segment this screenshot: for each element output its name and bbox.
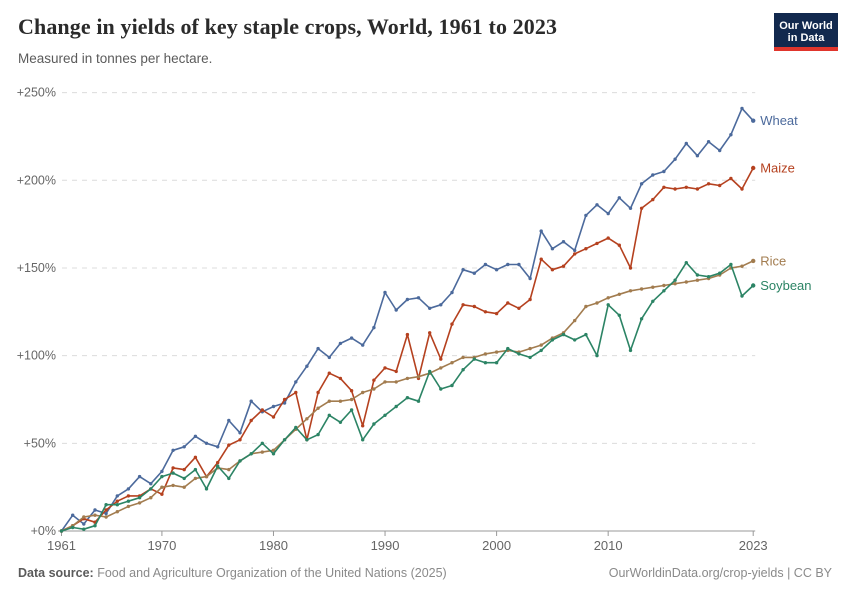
data-source-label: Data source: [18, 566, 94, 580]
data-source: Data source: Food and Agriculture Organi… [18, 566, 447, 580]
series-label-wheat[interactable]: Wheat [760, 113, 798, 128]
footer-credits: OurWorldinData.org/crop-yields | CC BY [609, 566, 832, 580]
x-axis-tick-label: 1980 [259, 538, 288, 553]
y-axis-tick-label: +0% [31, 524, 56, 538]
owid-url-link[interactable]: OurWorldinData.org/crop-yields [608, 566, 784, 580]
endpoint-wheat [751, 118, 756, 123]
x-axis-tick-label: 1970 [147, 538, 176, 553]
y-axis-tick-label: +100% [17, 349, 56, 363]
footer-separator: | [783, 566, 794, 580]
endpoint-soybean [751, 283, 756, 288]
markers-rice [59, 259, 755, 533]
markers-maize [59, 166, 755, 533]
y-axis-tick-label: +50% [24, 436, 56, 450]
logo-accent-bar [774, 47, 838, 51]
endpoint-maize [751, 165, 756, 171]
chart-footer: Data source: Food and Agriculture Organi… [18, 566, 832, 580]
series-label-soybean[interactable]: Soybean [760, 278, 811, 293]
line-maize[interactable] [60, 167, 755, 532]
x-axis-tick-label: 1990 [371, 538, 400, 553]
page-subtitle: Measured in tonnes per hectare. [18, 51, 213, 66]
data-source-text: Food and Agriculture Organization of the… [93, 566, 447, 580]
markers-soybean [59, 261, 755, 533]
line-rice[interactable] [60, 260, 755, 532]
owid-logo[interactable]: Our World in Data [774, 13, 838, 51]
page-title: Change in yields of key staple crops, Wo… [18, 14, 558, 39]
x-axis-tick-label: 2010 [594, 538, 623, 553]
x-axis-tick-label: 2023 [739, 538, 768, 553]
y-axis-tick-label: +250% [17, 86, 56, 100]
line-wheat[interactable] [60, 107, 755, 532]
series-label-rice[interactable]: Rice [760, 253, 786, 268]
y-axis-tick-label: +200% [17, 173, 56, 187]
y-axis-tick-label: +150% [17, 261, 56, 275]
x-axis-tick-label: 1961 [47, 538, 76, 553]
logo-text-line2: in Data [787, 32, 825, 44]
series-label-maize[interactable]: Maize [760, 161, 795, 176]
x-axis-tick-label: 2000 [482, 538, 511, 553]
logo-text-line1: Our World [779, 19, 833, 32]
endpoint-rice [751, 258, 756, 264]
license-badge: CC BY [793, 566, 832, 580]
logo-background [774, 13, 838, 51]
